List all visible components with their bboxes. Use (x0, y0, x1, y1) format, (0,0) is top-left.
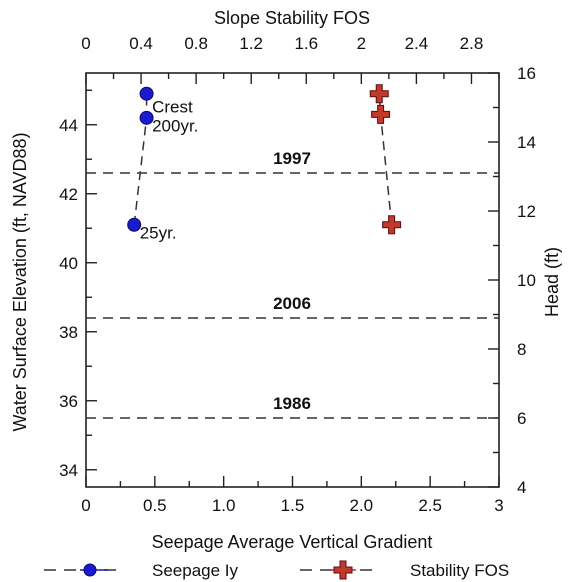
x-top-tick-label: 2.8 (460, 34, 484, 53)
y-right-tick-label: 4 (517, 478, 526, 497)
x-top-tick-label: 2.4 (405, 34, 429, 53)
tick-marks (85, 72, 500, 488)
y-right-tick-label: 10 (517, 271, 536, 290)
x-bottom-axis-title: Seepage Average Vertical Gradient (152, 532, 433, 552)
point-annotation: 200yr. (152, 117, 198, 136)
y-right-tick-label: 14 (517, 133, 536, 152)
x-top-tick-label: 1.2 (239, 34, 263, 53)
y-left-axis-title: Water Surface Elevation (ft, NAVD88) (10, 132, 30, 431)
plot-frame (85, 72, 500, 488)
legend-seepage-marker (83, 563, 97, 577)
x-top-tick-label: 1.6 (294, 34, 318, 53)
y-left-tick-label: 36 (59, 392, 78, 411)
legend-stability-marker (333, 560, 353, 580)
y-right-axis-title: Head (ft) (542, 247, 562, 317)
y-right-tick-label: 12 (517, 202, 536, 221)
x-top-axis-title: Slope Stability FOS (214, 8, 370, 28)
x-bottom-tick-label: 1.5 (281, 496, 305, 515)
x-top-tick-label: 0.4 (129, 34, 153, 53)
y-right-tick-label: 16 (517, 64, 536, 83)
y-left-tick-label: 38 (59, 323, 78, 342)
y-left-tick-label: 42 (59, 185, 78, 204)
y-left-tick-label: 40 (59, 254, 78, 273)
seepage-point (139, 86, 154, 101)
legend-stability-label: Stability FOS (410, 561, 509, 580)
y-left-tick-label: 44 (59, 116, 78, 135)
seepage-point (139, 110, 154, 125)
x-top-tick-label: 0 (81, 34, 90, 53)
tick-labels: 0 0.5 1.0 1.5 2.0 2.5 3 0 0.4 0.8 1.2 1.6 2 2.4 2.8 34 3… (59, 34, 536, 515)
legend: Seepage Iy Stability FOS (44, 560, 509, 580)
y-right-tick-label: 6 (517, 409, 526, 428)
point-annotation: 25yr. (140, 224, 177, 243)
x-bottom-tick-label: 0.5 (143, 496, 167, 515)
x-bottom-tick-label: 2.5 (418, 496, 442, 515)
reference-lines: 1997 2006 1986 (86, 149, 499, 419)
x-top-tick-label: 0.8 (184, 34, 208, 53)
x-top-tick-label: 2 (357, 34, 366, 53)
stability-point (382, 215, 402, 235)
reference-line-label-1986: 1986 (273, 394, 311, 413)
x-bottom-tick-label: 0 (81, 496, 90, 515)
reference-line-label-1997: 1997 (273, 149, 311, 168)
stability-point (369, 84, 389, 104)
stability-point (371, 104, 391, 124)
point-annotation: Crest (152, 98, 193, 117)
seepage-point (127, 217, 142, 232)
legend-seepage-label: Seepage Iy (152, 561, 239, 580)
reference-line-label-2006: 2006 (273, 294, 311, 313)
y-right-tick-label: 8 (517, 340, 526, 359)
x-bottom-tick-label: 3 (494, 496, 503, 515)
x-bottom-tick-label: 2.0 (350, 496, 374, 515)
x-bottom-tick-label: 1.0 (212, 496, 236, 515)
y-left-tick-label: 34 (59, 461, 78, 480)
